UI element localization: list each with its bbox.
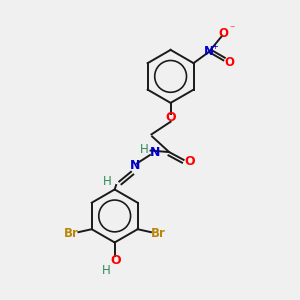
Text: O: O: [184, 155, 195, 168]
Text: N: N: [150, 146, 160, 159]
Text: O: O: [224, 56, 235, 69]
Text: O: O: [219, 27, 229, 40]
Text: +: +: [211, 42, 218, 51]
Text: N: N: [130, 159, 140, 172]
Text: O: O: [165, 111, 176, 124]
Text: ⁻: ⁻: [230, 24, 235, 34]
Text: N: N: [204, 45, 214, 58]
Text: Br: Br: [151, 227, 166, 240]
Text: H: H: [140, 142, 148, 156]
Text: H: H: [101, 264, 110, 277]
Text: H: H: [103, 175, 112, 188]
Text: O: O: [111, 254, 122, 267]
Text: Br: Br: [64, 227, 79, 240]
